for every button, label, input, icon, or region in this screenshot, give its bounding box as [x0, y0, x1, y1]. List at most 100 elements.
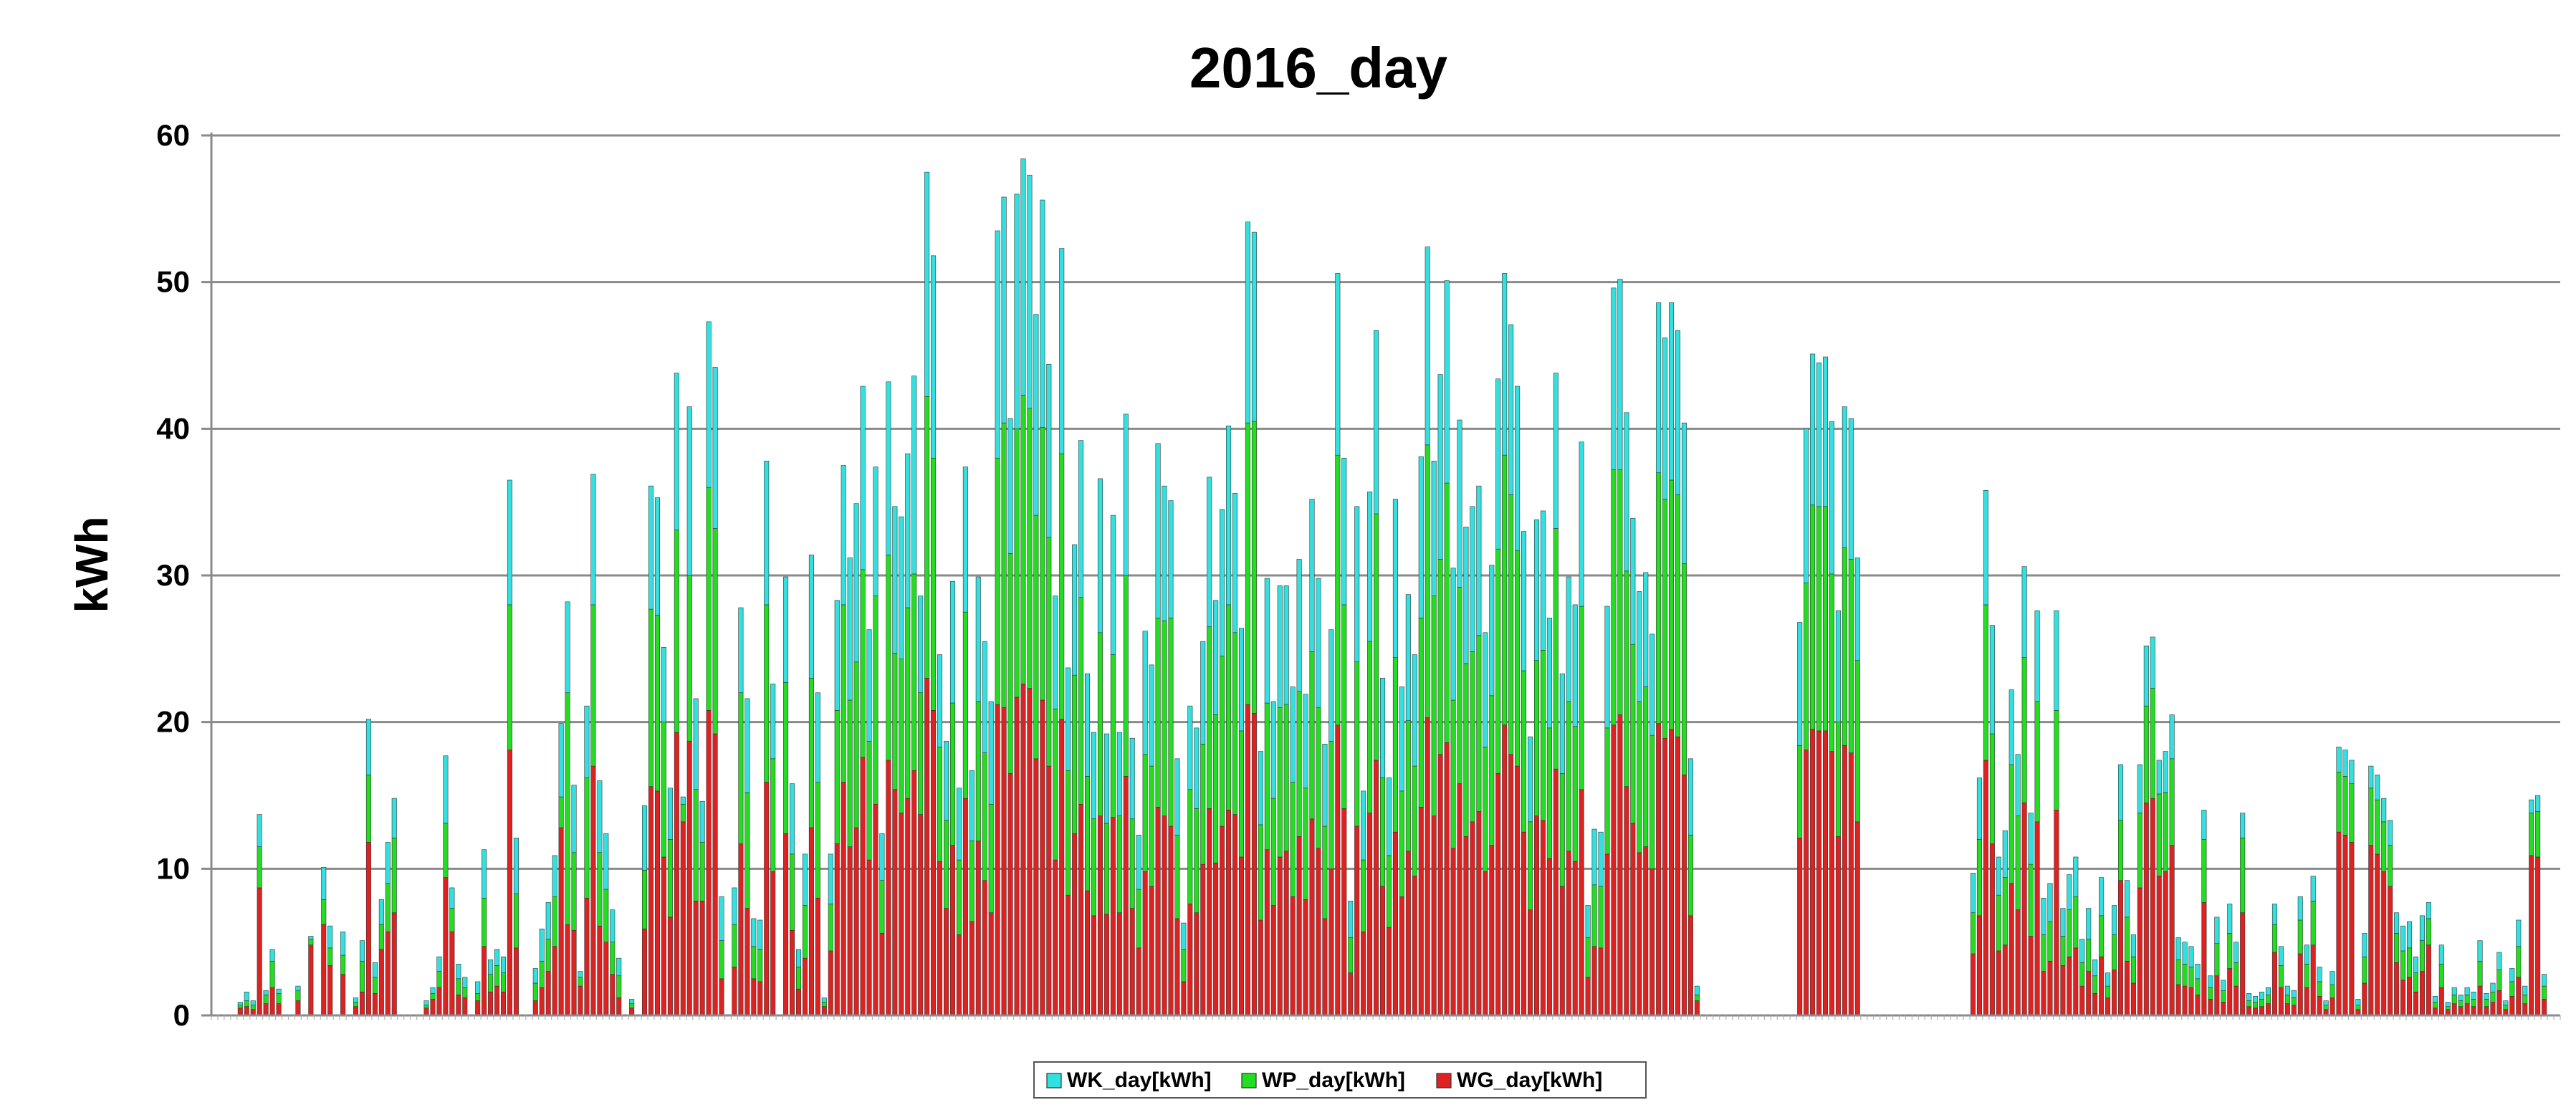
bar-segment: [1842, 406, 1847, 548]
bar-segment: [1566, 576, 1571, 702]
y-tick-label: 0: [173, 998, 190, 1032]
bar-segment: [860, 757, 866, 1016]
bar-segment: [539, 960, 545, 988]
bar-segment: [2291, 990, 2297, 998]
bar-segment: [2432, 1002, 2438, 1009]
bar-segment: [1611, 287, 1617, 470]
bar-segment: [1687, 834, 1693, 917]
bar-segment: [2355, 999, 2361, 1005]
bar-segment: [661, 722, 666, 858]
bar-segment: [2117, 820, 2124, 881]
bar-segment: [2304, 987, 2309, 1016]
bar-segment: [378, 949, 384, 1016]
bar-segment: [2458, 995, 2464, 1001]
bar-segment: [2503, 1005, 2509, 1010]
bar-segment: [2542, 999, 2547, 1016]
bar-segment: [1457, 587, 1462, 784]
bar-segment: [1694, 1000, 1700, 1016]
bar-segment: [962, 611, 968, 799]
bar-segment: [1091, 732, 1097, 820]
bar-segment: [494, 965, 500, 987]
bar-segment: [385, 883, 391, 932]
bar-segment: [1527, 736, 1533, 823]
bar-segment: [1226, 810, 1232, 1016]
bar-segment: [456, 964, 461, 980]
bar-segment: [2117, 764, 2124, 821]
bar-segment: [795, 988, 802, 1016]
bar-segment: [378, 899, 384, 925]
bar-segment: [1399, 686, 1404, 792]
bar-segment: [1335, 454, 1341, 726]
bar-segment: [1053, 595, 1058, 709]
bar-segment: [2079, 962, 2085, 987]
bar-segment: [834, 600, 840, 711]
bar-segment: [436, 987, 442, 1016]
bar-segment: [1533, 519, 1539, 661]
bar-segment: [1553, 373, 1558, 529]
bar-segment: [475, 993, 481, 1001]
bar-segment: [494, 949, 500, 966]
bar-segment: [988, 803, 994, 914]
bar-segment: [2021, 657, 2027, 803]
bar-segment: [571, 852, 577, 931]
bar-segment: [1033, 314, 1039, 516]
bar-segment: [783, 682, 789, 834]
bar-segment: [1412, 765, 1417, 876]
bar-segment: [1341, 604, 1347, 809]
bar-segment: [828, 853, 833, 904]
bar-segment: [2342, 834, 2348, 1016]
bar-segment: [2047, 960, 2053, 1016]
bar-segment: [918, 692, 924, 815]
bar-segment: [1476, 811, 1482, 1016]
bar-segment: [263, 990, 269, 995]
bar-segment: [488, 974, 494, 992]
bar-segment: [661, 856, 666, 1016]
bar-segment: [2323, 1005, 2329, 1010]
bar-segment: [879, 833, 885, 881]
bar-segment: [1386, 778, 1392, 856]
bar-segment: [783, 576, 789, 683]
bar-segment: [1341, 808, 1347, 1016]
bar-segment: [443, 877, 449, 1016]
bar-segment: [1270, 798, 1276, 906]
bar-segment: [2073, 856, 2079, 897]
bar-segment: [834, 843, 840, 1016]
bar-segment: [853, 661, 859, 828]
bar-segment: [2426, 902, 2431, 919]
bar-segment: [1976, 778, 1982, 840]
bar-segment: [1559, 773, 1565, 887]
bar-segment: [2451, 1003, 2457, 1016]
bar-segment: [2458, 1000, 2464, 1008]
bar-segment: [2394, 962, 2400, 1016]
bar-segment: [269, 949, 275, 962]
bar-segment: [2041, 897, 2046, 935]
bar-segment: [2317, 996, 2322, 1016]
bar-segment: [2047, 883, 2053, 922]
bar-segment: [1854, 821, 1860, 1016]
bar-segment: [507, 479, 512, 606]
bar-segment: [1085, 673, 1091, 777]
bar-segment: [2099, 877, 2105, 917]
bar-segment: [423, 1000, 429, 1005]
bar-segment: [802, 957, 808, 1016]
bar-segment: [1380, 778, 1386, 887]
bar-segment: [2201, 902, 2207, 1016]
bar-segment: [532, 968, 538, 984]
bar-segment: [1450, 699, 1456, 848]
bar-segment: [2073, 896, 2079, 949]
bar-segment: [1816, 506, 1822, 732]
bar-segment: [2271, 924, 2277, 953]
bar-segment: [1194, 912, 1200, 1016]
bar-segment: [2060, 936, 2066, 966]
bar-segment: [2362, 933, 2367, 957]
bar-segment: [1251, 713, 1257, 1016]
bar-segment: [385, 932, 391, 1016]
bar-segment: [2008, 689, 2014, 765]
bar-segment: [1168, 500, 1174, 618]
bar-segment: [2227, 904, 2233, 934]
bar-segment: [539, 987, 545, 1016]
bar-segment: [2496, 970, 2502, 991]
bar-segment: [686, 406, 692, 576]
bar-segment: [988, 912, 994, 1016]
